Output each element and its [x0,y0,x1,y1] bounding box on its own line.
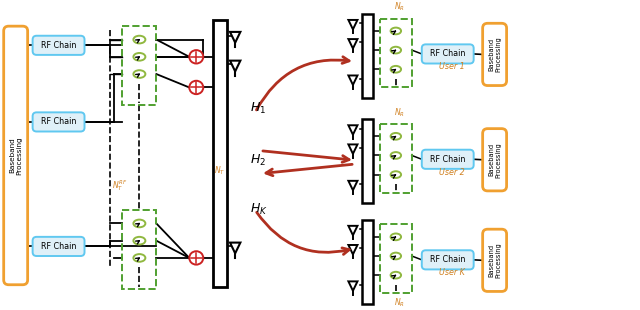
Ellipse shape [133,254,145,262]
Polygon shape [230,243,241,253]
Bar [362,219,373,304]
Text: User K: User K [439,268,465,277]
Polygon shape [348,181,358,190]
Bar [122,210,156,289]
Bar [122,26,156,105]
Polygon shape [348,245,358,255]
Text: $\mathit{H}_1$: $\mathit{H}_1$ [250,101,266,117]
Text: RF Chain: RF Chain [430,255,465,264]
Polygon shape [348,226,358,235]
FancyBboxPatch shape [483,129,507,191]
Ellipse shape [390,272,401,278]
FancyBboxPatch shape [4,26,28,285]
Text: $\mathit{H}_2$: $\mathit{H}_2$ [250,153,266,168]
Ellipse shape [390,152,401,159]
FancyBboxPatch shape [422,250,474,269]
Ellipse shape [133,36,145,43]
Circle shape [189,50,204,64]
Polygon shape [348,39,358,48]
Text: RF Chain: RF Chain [41,117,76,126]
Bar [213,20,227,287]
Circle shape [189,81,204,94]
Ellipse shape [390,66,401,73]
Bar [362,119,373,203]
Ellipse shape [390,233,401,240]
Text: RF Chain: RF Chain [41,242,76,251]
Ellipse shape [133,237,145,245]
Text: RF Chain: RF Chain [430,49,465,59]
Ellipse shape [390,171,401,178]
Bar [362,14,373,98]
Text: Baseband
Processing: Baseband Processing [488,242,501,278]
Polygon shape [348,20,358,29]
Text: User 1: User 1 [439,62,465,71]
Ellipse shape [390,47,401,53]
Text: User 2: User 2 [439,168,465,177]
FancyBboxPatch shape [422,44,474,64]
FancyBboxPatch shape [33,36,84,55]
FancyBboxPatch shape [33,112,84,131]
Ellipse shape [390,133,401,140]
Ellipse shape [133,53,145,61]
Text: $N_T^{RF}$: $N_T^{RF}$ [113,179,128,193]
Text: $N_R$: $N_R$ [394,106,404,119]
FancyBboxPatch shape [422,150,474,169]
Polygon shape [230,61,241,71]
Text: $\mathit{H}_K$: $\mathit{H}_K$ [250,202,268,217]
Text: Baseband
Processing: Baseband Processing [9,136,22,175]
Ellipse shape [133,70,145,78]
Bar [380,124,412,193]
Text: RF Chain: RF Chain [41,41,76,50]
Polygon shape [348,281,358,291]
Polygon shape [230,32,241,43]
Circle shape [189,251,204,265]
Ellipse shape [390,28,401,34]
FancyBboxPatch shape [483,229,507,291]
Polygon shape [348,75,358,85]
Bar [380,19,412,87]
Text: $N_T$: $N_T$ [214,165,225,177]
Text: Baseband
Processing: Baseband Processing [488,142,501,178]
Text: $N_R$: $N_R$ [394,297,404,309]
Bar [380,224,412,293]
FancyBboxPatch shape [33,237,84,256]
Polygon shape [348,144,358,154]
Text: Baseband
Processing: Baseband Processing [488,37,501,72]
Polygon shape [348,125,358,135]
Ellipse shape [390,253,401,259]
Text: RF Chain: RF Chain [430,155,465,164]
Text: $N_R$: $N_R$ [394,1,404,13]
FancyBboxPatch shape [483,23,507,86]
Ellipse shape [133,219,145,227]
